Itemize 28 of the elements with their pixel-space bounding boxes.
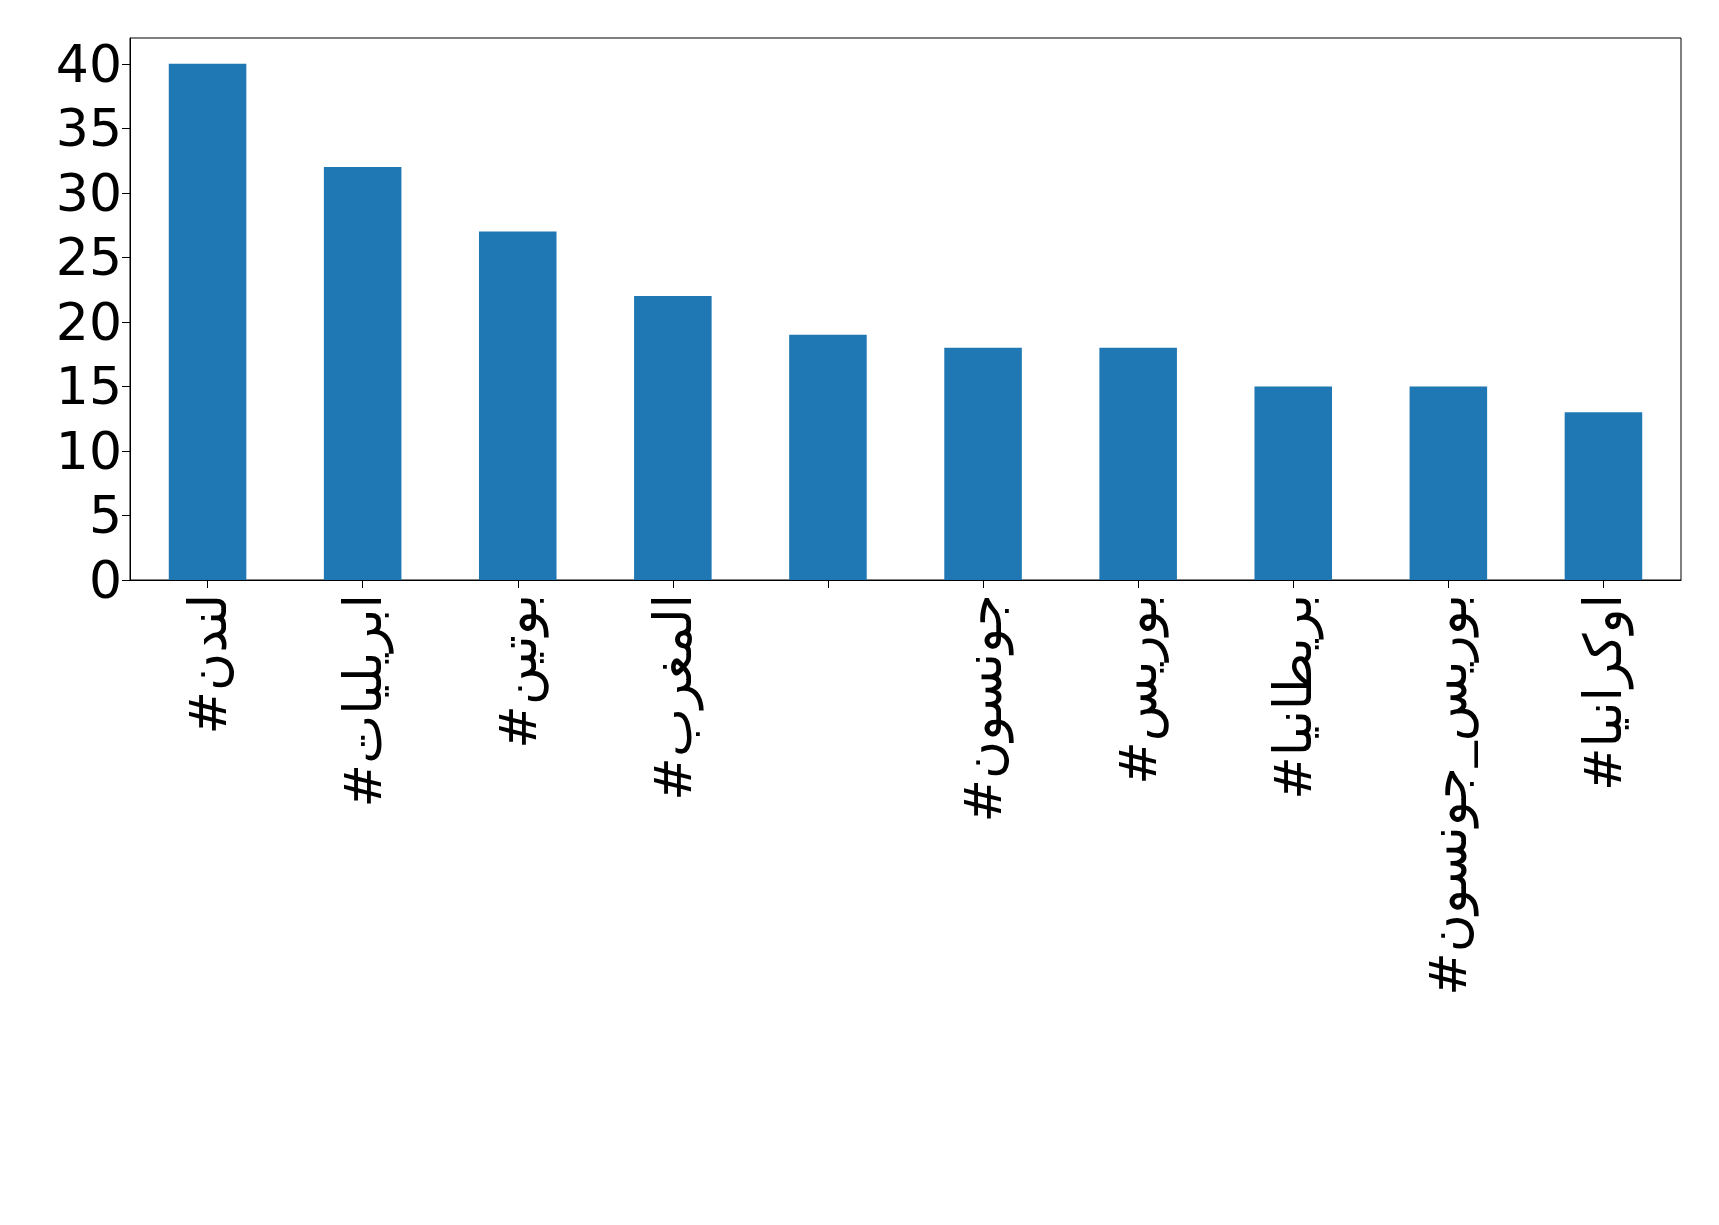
bar (1409, 386, 1488, 580)
x-tick-label: #اوكرانيا (1573, 594, 1635, 792)
y-tick-label: 35 (55, 98, 122, 159)
bar (1564, 412, 1643, 580)
bar (634, 296, 712, 580)
x-tick-label: #ابريليات (332, 594, 394, 808)
y-tick-label: 20 (55, 291, 122, 352)
y-tick-label: 5 (88, 485, 122, 546)
bar (478, 231, 557, 580)
y-tick-label: 40 (55, 33, 122, 94)
bar (789, 334, 867, 580)
x-tick-label: #بوريس_جونسون (1418, 594, 1480, 996)
y-tick-label: 25 (55, 227, 122, 288)
bar (323, 167, 402, 580)
bar (1254, 386, 1333, 580)
y-tick-label: 10 (55, 420, 122, 481)
y-tick-label: 0 (88, 550, 122, 610)
x-tick-label: #لندن (177, 594, 238, 735)
x-tick-label: #بوريس (1108, 594, 1170, 785)
bar (168, 63, 247, 580)
y-tick-label: 30 (55, 162, 122, 223)
x-tick-label: #بريطانيا (1263, 594, 1325, 800)
y-tick-label: 15 (55, 356, 122, 417)
x-tick-label: #جونسون (953, 594, 1015, 823)
x-tick-label: #بوتين (487, 594, 549, 749)
bar (1099, 347, 1177, 580)
bar (944, 347, 1022, 580)
x-tick-label: #المغرب (642, 594, 704, 801)
